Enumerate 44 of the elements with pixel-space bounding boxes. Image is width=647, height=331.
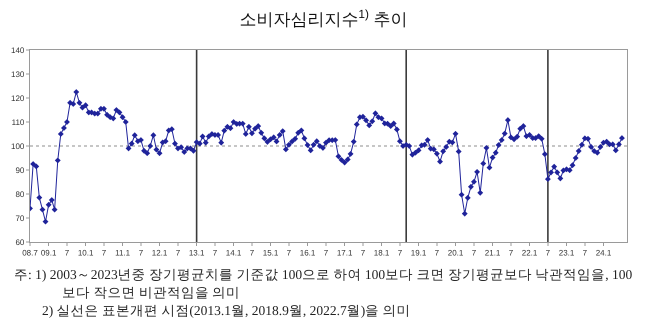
x-tick-label: 20.1 — [448, 248, 464, 258]
x-tick-label: 23.1 — [558, 248, 575, 258]
x-tick-label: 7 — [360, 248, 366, 258]
x-tick-label: 7 — [546, 248, 551, 258]
y-tick-label: 70 — [15, 214, 25, 223]
x-tick-label: 7 — [286, 248, 292, 258]
y-tick-label: 90 — [15, 166, 25, 175]
x-tick-label: 08.7 — [22, 248, 38, 258]
x-tick-label: 13.1 — [188, 248, 205, 258]
x-tick-label: 10.1 — [78, 248, 94, 258]
x-tick-label: 12.1 — [152, 248, 168, 258]
y-tick-label: 120 — [11, 94, 25, 103]
x-tick-label: 7 — [472, 248, 477, 258]
x-tick-label: 7 — [324, 248, 329, 258]
chart-title: 소비자심리지수$^{1)}$ 추이 — [239, 6, 408, 29]
x-tick-label: 19.1 — [410, 248, 427, 258]
y-tick-label: 110 — [12, 118, 25, 127]
x-tick-label: 17.1 — [336, 248, 353, 258]
y-tick-label: 140 — [11, 46, 25, 55]
text: 2) 실선은 표본개편 시점(2013.1월, 2018.9월, 2022.7월)을 의미 — [41, 302, 412, 320]
x-tick-label: 7 — [212, 248, 218, 258]
x-tick-label: 7 — [508, 248, 514, 258]
x-tick-label: 7 — [64, 248, 70, 258]
y-tick-label: 100 — [11, 142, 25, 151]
x-tick-label: 09.1 — [40, 248, 57, 258]
x-tick-label: 14.1 — [226, 248, 242, 258]
y-tick-label: 60 — [15, 238, 25, 247]
y-tick-label: 130 — [11, 70, 25, 79]
x-tick-label: 7 — [102, 248, 107, 258]
x-tick-label: 7 — [138, 248, 144, 258]
x-tick-label: 21.1 — [484, 248, 501, 258]
x-tick-label: 7 — [250, 248, 255, 258]
x-tick-label: 7 — [582, 248, 588, 258]
x-tick-label: 24.1 — [596, 248, 612, 258]
x-tick-label: 7 — [434, 248, 440, 258]
text: 주: 1) 2003～2023년중 장기평균치를 기준값 100으로 하여 100보다 크면 장기평균보다 낙관적임을, 100보다 작으면 비관적임을 의미 — [14, 266, 634, 302]
y-tick-label: 80 — [15, 190, 25, 199]
x-tick-label: 11.1 — [115, 248, 131, 258]
x-tick-label: 16.1 — [300, 248, 316, 258]
x-tick-label: 7 — [176, 248, 181, 258]
x-tick-label: 22.1 — [522, 248, 538, 258]
x-tick-label: 15.1 — [262, 248, 279, 258]
x-tick-label: 7 — [398, 248, 403, 258]
x-tick-label: 18.1 — [374, 248, 390, 258]
